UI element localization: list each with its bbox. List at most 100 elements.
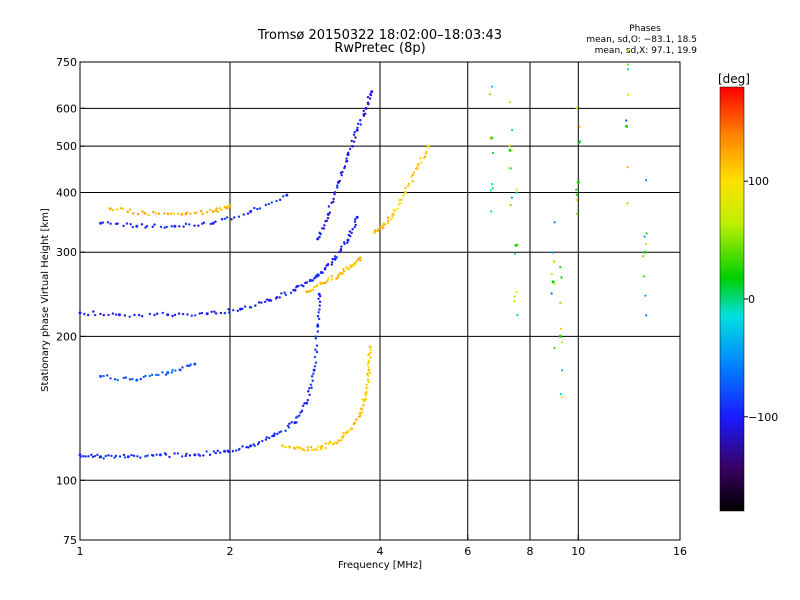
trace-dot — [130, 454, 133, 457]
x-tick-label: 1 — [77, 545, 84, 558]
trace-dot — [356, 122, 360, 126]
trace-dot — [386, 216, 390, 219]
x-tick-label: 4 — [377, 545, 384, 558]
trace-dot — [342, 434, 345, 437]
data-point — [558, 334, 562, 338]
trace-dot — [139, 377, 142, 381]
trace-dot — [310, 375, 314, 378]
noise-dot — [627, 68, 630, 71]
trace-dot — [157, 212, 161, 215]
data-point — [316, 324, 320, 328]
trace-dot — [367, 353, 370, 356]
data-point — [355, 128, 359, 132]
trace-dot — [340, 174, 343, 177]
trace-dot — [257, 441, 261, 444]
trace-dot — [275, 296, 279, 299]
trace-dot — [417, 162, 420, 166]
y-tick-label: 300 — [56, 246, 77, 259]
noise-dot — [626, 63, 629, 66]
trace-dot — [341, 170, 344, 174]
trace-dot — [347, 233, 351, 237]
trace-dot — [276, 432, 279, 436]
trace-dot — [153, 313, 156, 317]
trace-dot — [209, 222, 212, 226]
trace-dot — [205, 450, 208, 453]
trace-dot — [169, 212, 173, 216]
trace-dot — [201, 212, 204, 216]
trace-dot — [325, 219, 328, 223]
trace-dot — [330, 263, 334, 266]
noise-dot — [559, 327, 563, 330]
trace-dot — [171, 314, 174, 318]
noise-dot — [508, 101, 511, 104]
data-point — [78, 311, 82, 315]
data-point — [135, 378, 139, 382]
trace-dot — [109, 377, 112, 380]
trace-dot — [102, 313, 105, 317]
trace-dot — [348, 230, 352, 233]
trace-dot — [173, 313, 177, 317]
trace-dot — [367, 380, 370, 384]
trace-dot — [129, 222, 132, 226]
trace-dot — [181, 455, 184, 458]
trace-dot — [316, 323, 319, 326]
grid-lines — [80, 62, 680, 540]
trace-dot — [109, 222, 112, 225]
noise-dot — [491, 182, 494, 186]
trace-dot — [177, 312, 181, 315]
trace-dot — [227, 450, 230, 454]
trace-dot — [350, 231, 353, 235]
trace-dot — [328, 440, 332, 444]
data-point — [319, 282, 323, 286]
trace-dot — [198, 312, 201, 315]
trace-dot — [232, 309, 235, 312]
trace-dot — [318, 231, 321, 235]
trace-dot — [121, 207, 125, 210]
trace-dot — [263, 300, 267, 304]
noise-dot — [645, 314, 648, 317]
trace-dot — [406, 185, 410, 188]
trace-dot — [324, 442, 327, 445]
trace-dot — [166, 212, 170, 216]
trace-dot — [122, 453, 126, 457]
noise-dot — [511, 128, 514, 132]
trace-dot — [364, 397, 368, 400]
trace-dot — [327, 276, 330, 280]
trace-dot — [107, 313, 110, 317]
trace-dot — [155, 453, 158, 456]
trace-dot — [275, 199, 278, 203]
trace-dot — [333, 191, 337, 194]
trace-dot — [340, 245, 343, 248]
trace-dot — [290, 421, 293, 424]
trace-dot — [82, 454, 85, 458]
trace-dot — [312, 288, 315, 291]
trace-dot — [298, 414, 301, 417]
trace-dot — [332, 197, 335, 201]
noise-dot — [576, 212, 579, 215]
trace-dot — [234, 449, 238, 452]
trace-dot — [316, 330, 319, 333]
trace-dot — [205, 211, 209, 214]
noise-dot — [516, 243, 519, 246]
trace-dot — [377, 227, 381, 231]
trace-dot — [296, 415, 299, 418]
data-point — [99, 374, 103, 378]
trace-dot — [231, 450, 235, 453]
trace-dot — [122, 224, 125, 228]
x-tick-label: 6 — [464, 545, 471, 558]
trace-dot — [387, 219, 390, 222]
data-point — [551, 280, 555, 284]
noise-dot — [626, 202, 629, 205]
data-point — [391, 212, 395, 216]
data-point — [143, 211, 147, 215]
trace-dot — [289, 291, 293, 294]
trace-dot — [181, 312, 185, 316]
trace-dot — [423, 155, 427, 158]
trace-dot — [280, 292, 283, 295]
trace-dot — [362, 109, 365, 113]
y-tick-label: 75 — [63, 534, 77, 547]
data-point — [228, 204, 232, 208]
noise-dot — [575, 188, 578, 191]
noise-dot — [510, 149, 513, 152]
noise-dot — [516, 313, 519, 317]
